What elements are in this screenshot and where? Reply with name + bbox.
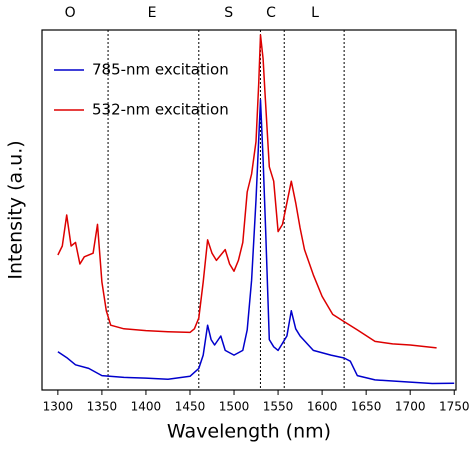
x-tick-label: 1600 bbox=[307, 400, 338, 414]
x-tick-label: 1500 bbox=[219, 400, 250, 414]
x-tick-label: 1450 bbox=[175, 400, 206, 414]
y-axis-title: Intensity (a.u.) bbox=[5, 140, 27, 279]
x-tick-label: 1350 bbox=[87, 400, 118, 414]
legend-label: 785-nm excitation bbox=[92, 61, 229, 79]
band-label: E bbox=[148, 5, 157, 21]
x-tick-label: 1700 bbox=[395, 400, 426, 414]
x-tick-label: 1550 bbox=[263, 400, 294, 414]
band-label: C bbox=[266, 5, 276, 21]
spectrum-line bbox=[57, 99, 455, 385]
x-tick-label: 1300 bbox=[43, 400, 74, 414]
x-tick-label: 1400 bbox=[131, 400, 162, 414]
x-tick-label: 1750 bbox=[439, 400, 470, 414]
spectrum-line bbox=[57, 34, 437, 349]
band-label: O bbox=[65, 5, 76, 21]
legend-label: 532-nm excitation bbox=[92, 101, 229, 119]
x-axis-title: Wavelength (nm) bbox=[167, 421, 331, 443]
band-label: L bbox=[311, 5, 319, 21]
x-tick-label: 1650 bbox=[351, 400, 382, 414]
band-label: S bbox=[224, 5, 233, 21]
plot-frame bbox=[41, 29, 457, 391]
